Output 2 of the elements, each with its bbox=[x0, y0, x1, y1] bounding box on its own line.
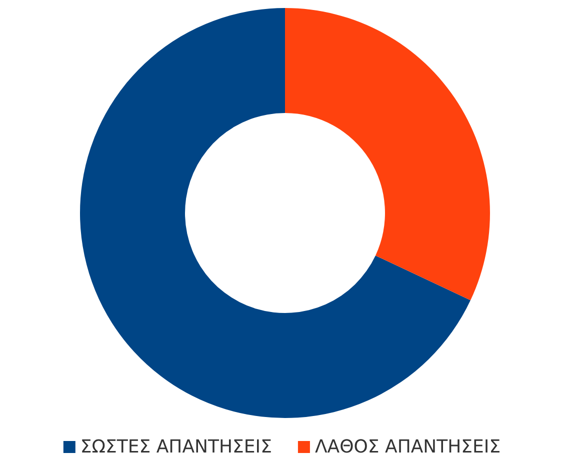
legend-label: ΣΩΣΤΕΣ ΑΠΑΝΤΗΣΕΙΣ bbox=[80, 436, 272, 458]
legend-label: ΛΑΘΟΣ ΑΠΑΝΤΗΣΕΙΣ bbox=[314, 436, 501, 458]
